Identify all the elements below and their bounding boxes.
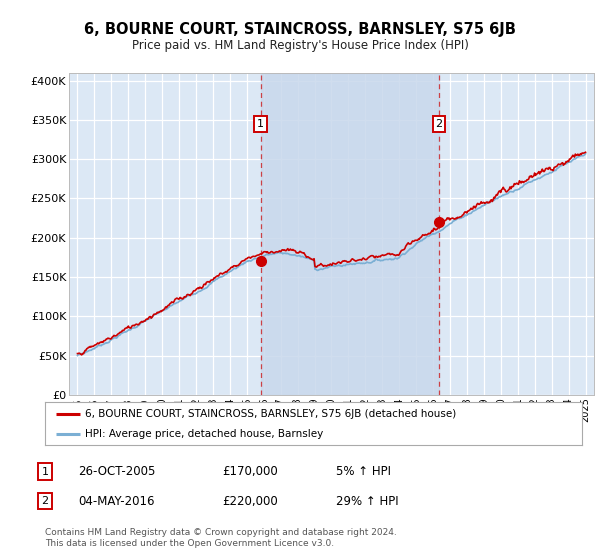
Text: 1: 1 — [257, 119, 264, 129]
Text: 6, BOURNE COURT, STAINCROSS, BARNSLEY, S75 6JB (detached house): 6, BOURNE COURT, STAINCROSS, BARNSLEY, S… — [85, 409, 457, 419]
Text: 1: 1 — [41, 466, 49, 477]
Text: HPI: Average price, detached house, Barnsley: HPI: Average price, detached house, Barn… — [85, 430, 323, 439]
Text: 04-MAY-2016: 04-MAY-2016 — [78, 494, 155, 508]
Text: 2: 2 — [436, 119, 442, 129]
Text: £170,000: £170,000 — [222, 465, 278, 478]
Text: 2: 2 — [41, 496, 49, 506]
Text: Contains HM Land Registry data © Crown copyright and database right 2024.
This d: Contains HM Land Registry data © Crown c… — [45, 528, 397, 548]
Text: 6, BOURNE COURT, STAINCROSS, BARNSLEY, S75 6JB: 6, BOURNE COURT, STAINCROSS, BARNSLEY, S… — [84, 22, 516, 38]
Text: 5% ↑ HPI: 5% ↑ HPI — [336, 465, 391, 478]
Text: £220,000: £220,000 — [222, 494, 278, 508]
Text: 26-OCT-2005: 26-OCT-2005 — [78, 465, 155, 478]
Text: Price paid vs. HM Land Registry's House Price Index (HPI): Price paid vs. HM Land Registry's House … — [131, 39, 469, 52]
Bar — [261, 73, 439, 395]
Text: 29% ↑ HPI: 29% ↑ HPI — [336, 494, 398, 508]
